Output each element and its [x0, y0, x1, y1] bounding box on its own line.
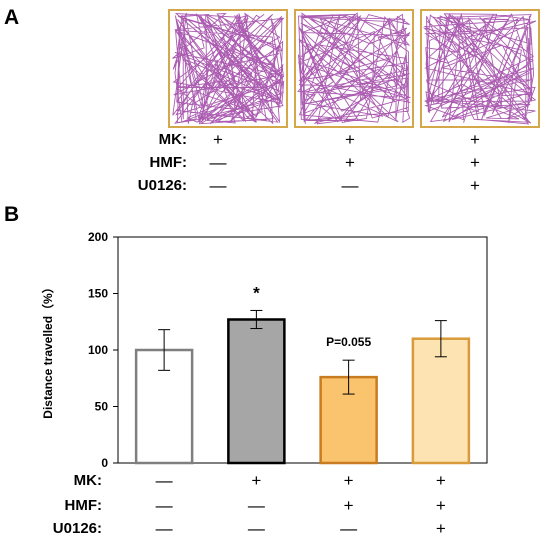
- track-path: [297, 12, 412, 125]
- significance-annotation: P=0.055: [326, 335, 371, 349]
- error-bar: [250, 309, 263, 330]
- panel-b-letter: B: [4, 203, 19, 226]
- condition-sign: —: [210, 176, 227, 195]
- y-tick-label: 0: [101, 456, 108, 470]
- condition-sign: +: [436, 496, 446, 515]
- y-tick-label: 50: [95, 400, 109, 414]
- condition-label: HMF:: [65, 497, 103, 514]
- error-bar: [434, 320, 447, 358]
- condition-label: U0126:: [138, 177, 187, 194]
- panel-a-condition-table: MK: + + + HMF: — + + U0126: — — +: [138, 130, 480, 195]
- panel-a-letter: A: [4, 6, 19, 29]
- track-image: [420, 9, 540, 128]
- condition-sign: —: [156, 496, 173, 515]
- condition-sign: —: [248, 519, 265, 538]
- condition-sign: +: [344, 471, 354, 490]
- track-path: [422, 12, 537, 125]
- bar-chart: Distance travelled（%） 0 50 100 150 200 * P=0.0…: [40, 230, 488, 470]
- condition-label: HMF:: [150, 154, 188, 171]
- error-bar: [342, 359, 355, 395]
- condition-sign: +: [344, 496, 354, 515]
- panel-b-condition-table: MK: — + + + HMF: — — + + U0126: — — — +: [53, 471, 446, 538]
- condition-sign: +: [345, 153, 355, 172]
- condition-sign: +: [213, 130, 223, 149]
- track-image: [294, 9, 414, 128]
- condition-sign: —: [210, 153, 227, 172]
- y-tick-label: 200: [88, 230, 108, 244]
- bar: [411, 337, 471, 465]
- condition-sign: +: [345, 130, 355, 149]
- error-bar: [158, 329, 171, 371]
- condition-sign: +: [470, 130, 480, 149]
- condition-sign: —: [156, 471, 173, 490]
- condition-sign: —: [342, 176, 359, 195]
- condition-sign: —: [156, 519, 173, 538]
- condition-sign: +: [436, 471, 446, 490]
- bar: [227, 318, 286, 465]
- significance-annotation: *: [253, 283, 260, 302]
- y-tick-label: 100: [88, 343, 108, 357]
- y-tick-label: 150: [88, 287, 108, 301]
- condition-sign: —: [340, 519, 357, 538]
- condition-sign: +: [470, 176, 480, 195]
- condition-sign: +: [251, 471, 261, 490]
- track-path: [172, 12, 285, 125]
- condition-label: MK:: [159, 131, 187, 148]
- y-axis-label: Distance travelled（%）: [40, 281, 55, 418]
- condition-sign: +: [436, 519, 446, 538]
- track-image: [168, 9, 288, 128]
- condition-label: MK:: [74, 472, 102, 489]
- condition-sign: +: [470, 153, 480, 172]
- track-images: [168, 9, 540, 128]
- condition-sign: —: [248, 496, 265, 515]
- condition-label: U0126:: [53, 520, 102, 537]
